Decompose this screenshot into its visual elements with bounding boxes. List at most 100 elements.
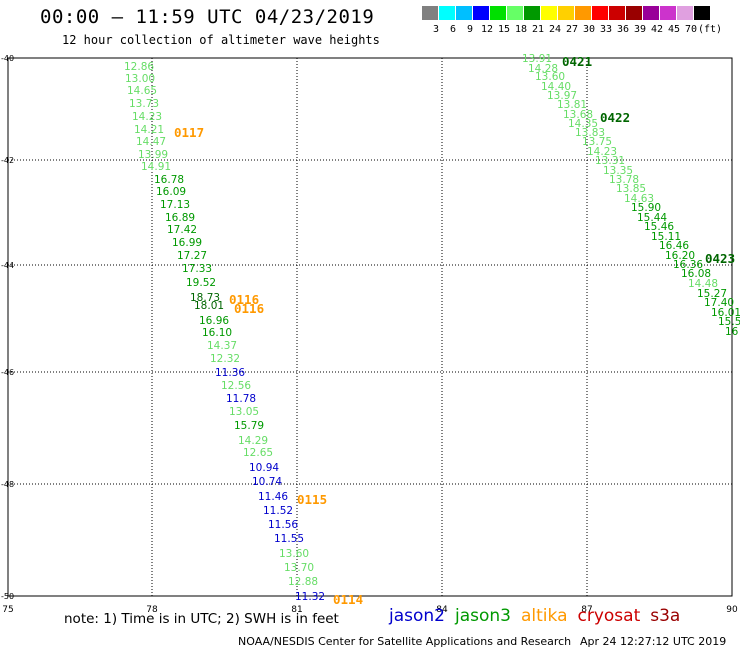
legend-label: 45 (667, 24, 681, 35)
wave-height-value: 13.97 (547, 90, 577, 102)
legend-label: 6 (449, 24, 457, 35)
wave-height-value: 11.52 (263, 505, 293, 517)
wave-height-value: 15.44 (637, 212, 667, 224)
wave-height-value: 13.78 (609, 174, 639, 186)
wave-height-value: 12.65 (243, 447, 273, 459)
wave-height-value: 11.78 (226, 393, 256, 405)
legend-swatch (643, 6, 659, 20)
pass-time-label: 0114 (333, 592, 363, 607)
wave-height-value: 19.52 (186, 277, 216, 289)
wave-height-value: 14.47 (136, 136, 166, 148)
wave-height-value: 12.88 (288, 576, 318, 588)
wave-height-value: 16.01 (711, 307, 740, 319)
wave-height-value: 11.32 (295, 591, 325, 603)
wave-height-value: 17.40 (704, 297, 734, 309)
wave-height-value: 13.35 (603, 165, 633, 177)
legend-label: 39 (633, 24, 647, 35)
latitude-tick-label: -40 (1, 54, 14, 63)
wave-height-value: 14.91 (141, 161, 171, 173)
legend-label: 24 (548, 24, 562, 35)
legend-label: 70 (684, 24, 698, 35)
legend-swatch (524, 6, 540, 20)
latitude-tick-label: -50 (1, 592, 14, 601)
wave-height-value: 18.01 (194, 300, 224, 312)
wave-height-value: 13.91 (522, 53, 552, 65)
legend-label: 21 (531, 24, 545, 35)
wave-height-value: 16 (725, 326, 739, 338)
wave-height-value: 13.81 (557, 99, 587, 111)
wave-height-value: 15.5 (718, 316, 740, 328)
wave-height-value: 13.60 (279, 548, 309, 560)
legend-label: 30 (582, 24, 596, 35)
legend-label: 33 (599, 24, 613, 35)
legend-swatch (507, 6, 523, 20)
latitude-tick-label: -42 (1, 156, 14, 165)
longitude-tick-label: 90 (726, 605, 738, 615)
pass-time-label: 0421 (562, 54, 592, 69)
wave-height-value: 16.78 (154, 174, 184, 186)
legend-label: 12 (480, 24, 494, 35)
wave-height-value: 14.23 (132, 111, 162, 123)
longitude-tick-label: 78 (146, 605, 158, 615)
satellite-legend: jason2 jason3 altika cryosat s3a (389, 606, 690, 626)
legend-swatch (558, 6, 574, 20)
wave-height-value: 16.36 (673, 259, 703, 271)
wave-height-value: 15.11 (651, 231, 681, 243)
wave-height-value: 16.96 (199, 315, 229, 327)
wave-height-value: 13.31 (595, 155, 625, 167)
wave-height-value: 15.79 (234, 420, 264, 432)
wave-height-value: 18.73 (190, 292, 220, 304)
longitude-tick-label: 81 (291, 605, 302, 615)
wave-height-value: 14.21 (134, 124, 164, 136)
legend-label: 42 (650, 24, 664, 35)
wave-height-value: 16.99 (172, 237, 202, 249)
wave-height-value: 16.09 (156, 186, 186, 198)
latitude-tick-label: -46 (1, 368, 14, 377)
satellite-name: cryosat (577, 606, 641, 626)
legend-swatch (609, 6, 625, 20)
legend-swatch (677, 6, 693, 20)
legend-swatch (490, 6, 506, 20)
wave-height-value: 14.37 (207, 340, 237, 352)
wave-height-value: 11.46 (258, 491, 288, 503)
satellite-name: jason3 (455, 606, 511, 626)
wave-height-value: 14.63 (624, 193, 654, 205)
wave-height-value: 16.46 (659, 240, 689, 252)
wave-height-value: 16.89 (165, 212, 195, 224)
wave-height-value: 17.27 (177, 250, 207, 262)
wave-height-value: 13.68 (563, 109, 593, 121)
wave-height-value: 10.94 (249, 462, 279, 474)
wave-height-value: 16.08 (681, 268, 711, 280)
legend-swatch (626, 6, 642, 20)
wave-height-value: 14.29 (238, 435, 268, 447)
wave-height-value: 15.27 (697, 288, 727, 300)
wave-height-value: 13.85 (616, 183, 646, 195)
longitude-tick-label: 84 (436, 605, 448, 615)
longitude-tick-label: 75 (2, 605, 13, 615)
legend-swatch (456, 6, 472, 20)
wave-height-value: 16.10 (202, 327, 232, 339)
wave-height-value: 10.74 (252, 476, 282, 488)
satellite-name: jason2 (389, 606, 445, 626)
latitude-tick-label: -48 (1, 480, 14, 489)
legend-swatch (660, 6, 676, 20)
wave-height-value: 14.23 (587, 146, 617, 158)
wave-height-value: 15.46 (644, 221, 674, 233)
wave-height-value: 14.28 (528, 63, 558, 75)
legend-label: (ft) (698, 24, 723, 35)
wave-height-value: 13.75 (582, 136, 612, 148)
wave-height-value: 13.99 (138, 149, 168, 161)
wave-height-value: 17.13 (160, 199, 190, 211)
wave-height-value: 13.83 (575, 127, 605, 139)
wave-height-value: 14.40 (541, 81, 571, 93)
credit-line: NOAA/NESDIS Center for Satellite Applica… (238, 635, 572, 648)
legend-label: 15 (497, 24, 511, 35)
wave-height-value: 11.56 (268, 519, 298, 531)
wave-height-value: 11.55 (274, 533, 304, 545)
pass-time-label: 0423 (705, 251, 735, 266)
wave-height-value: 13.00 (125, 73, 155, 85)
legend-swatch (694, 6, 710, 20)
wave-height-value: 11.36 (215, 367, 245, 379)
